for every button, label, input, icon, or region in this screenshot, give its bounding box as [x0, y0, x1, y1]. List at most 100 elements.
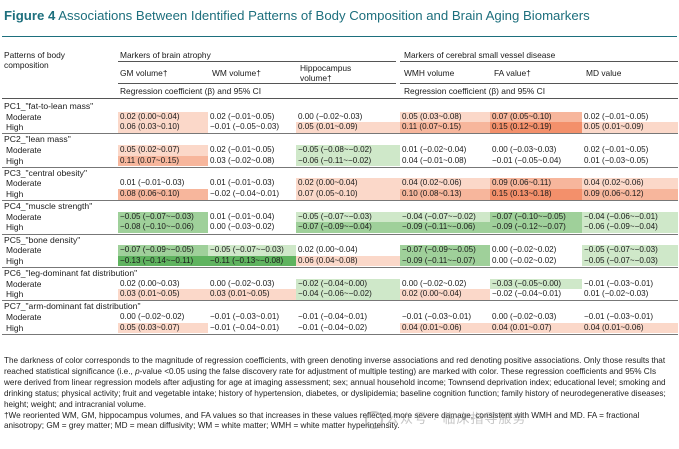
- table-cell: 0.02 (−0.01~0.05): [210, 111, 275, 121]
- table-cell: −0.13 (−0.14~−0.11): [118, 255, 208, 267]
- table-row: High 0.08 (0.06~0.10) −0.02 (−0.04~0.01) 0.…: [2, 189, 678, 200]
- table-cell: 0.03 (0.01~0.05): [208, 289, 296, 300]
- figure-caption: Associations Between Identified Patterns…: [58, 8, 590, 23]
- col-header-gm: GM volume†: [120, 68, 168, 78]
- table-cell: 0.02 (0.00~0.04): [118, 111, 208, 123]
- group-rule-svd: [400, 61, 678, 62]
- table-row: High 0.05 (0.03~0.07) −0.01 (−0.04~0.01) −0…: [2, 322, 678, 334]
- table-cell: −0.05 (−0.07~−0.03): [582, 255, 678, 267]
- table-cell: 0.02 (0.00~0.03): [120, 278, 180, 288]
- row-label: High: [6, 322, 24, 333]
- header-bottom-rule: [2, 98, 678, 99]
- section-title: PC7_"arm-dominant fat distribution": [4, 301, 141, 312]
- table-cell: 0.01 (−0.01~0.03): [210, 178, 275, 188]
- section-title: PC5_"bone density": [4, 234, 81, 245]
- table-cell: −0.04 (−0.07~−0.02): [400, 211, 490, 223]
- table-cell: −0.11 (−0.13~−0.08): [208, 255, 296, 267]
- row-label: Moderate: [6, 145, 42, 155]
- table-row: Moderate 0.05 (0.02~0.07) 0.02 (−0.01~0.05…: [2, 145, 678, 156]
- table-cell: −0.02 (−0.04~0.01): [492, 289, 562, 299]
- row-label: High: [6, 289, 24, 300]
- table-cell: −0.03 (−0.05~0.00): [490, 278, 582, 290]
- table-cell: 0.05 (0.01~0.09): [296, 122, 400, 133]
- table-cell: 0.11 (0.07~0.15): [118, 155, 208, 167]
- table-row: Moderate 0.02 (0.00~0.03) 0.00 (−0.02~0.03…: [2, 278, 678, 290]
- col-header-wmh: WMH volume: [404, 68, 455, 78]
- table-row: Moderate −0.07 (−0.09~−0.05) −0.05 (−0.07~…: [2, 245, 678, 256]
- table-cell: 0.00 (−0.02~0.02): [492, 255, 557, 265]
- table-cell: 0.03 (−0.02~0.08): [210, 155, 275, 165]
- table-cell: −0.01 (−0.03~0.01): [584, 278, 654, 288]
- title-rule: [2, 36, 677, 37]
- stub-header-line1: Patterns of body: [4, 50, 65, 60]
- figure-title: Figure 4 Associations Between Identified…: [4, 8, 590, 23]
- table-cell: −0.04 (−0.06~−0.01): [582, 211, 678, 223]
- table-cell: −0.07 (−0.09~−0.05): [400, 245, 490, 256]
- figure-label: Figure 4: [4, 8, 56, 23]
- table-cell: −0.05 (−0.08~−0.02): [296, 145, 400, 156]
- section-title: PC4_"muscle strength": [4, 201, 93, 212]
- col-rule-svd: [400, 83, 678, 84]
- table-cell: 0.02 (−0.01~0.05): [584, 145, 649, 154]
- table-cell: −0.01 (−0.05~0.03): [210, 122, 280, 132]
- section-title: PC3_"central obesity": [4, 167, 88, 178]
- group-rule-atrophy: [118, 61, 396, 62]
- table-cell: 0.10 (0.08~0.13): [400, 189, 490, 200]
- table-cell: −0.02 (−0.04~0.00): [296, 278, 400, 290]
- table-row: High −0.13 (−0.14~−0.11) −0.11 (−0.13~−0.0…: [2, 255, 678, 267]
- table-cell: −0.04 (−0.06~−0.02): [296, 289, 400, 300]
- reg-label-svd: Regression coefficient (β) and 95% CI: [404, 86, 546, 96]
- row-label: Moderate: [6, 312, 42, 322]
- section-title: PC6_"leg-dominant fat distribution": [4, 268, 138, 278]
- table-cell: −0.06 (−0.09~−0.04): [582, 222, 678, 233]
- row-label: Moderate: [6, 278, 42, 289]
- table-cell: −0.01 (−0.04~0.02): [298, 322, 368, 332]
- table-cell: 0.01 (−0.02~0.04): [402, 145, 467, 154]
- table-cell: 0.15 (0.12~0.19): [490, 122, 582, 133]
- group-header-svd: Markers of cerebral small vessel disease: [404, 50, 556, 60]
- table-cell: −0.07 (−0.10~−0.05): [490, 211, 582, 223]
- row-label: High: [6, 222, 24, 233]
- table-cell: −0.05 (−0.07~−0.03): [582, 245, 678, 256]
- section-title: PC1_"fat-to-lean mass": [4, 101, 94, 111]
- section-rule: [2, 300, 678, 302]
- table-cell: 0.04 (0.01~0.06): [400, 322, 490, 334]
- table-cell: 0.06 (0.04~0.08): [296, 255, 400, 267]
- table-cell: 0.04 (0.02~0.06): [582, 178, 678, 189]
- table-cell: 0.03 (0.01~0.05): [118, 289, 208, 300]
- table-cell: 0.02 (0.00~0.04): [296, 178, 400, 189]
- table-cell: 0.02 (0.00~0.04): [298, 245, 358, 255]
- table-cell: −0.08 (−0.10~−0.06): [118, 222, 208, 233]
- table-cell: 0.00 (−0.02~0.02): [120, 312, 185, 321]
- table-cell: 0.04 (0.02~0.06): [400, 178, 490, 189]
- table-cell: 0.00 (−0.02~0.03): [210, 278, 275, 288]
- table-cell: −0.05 (−0.07~−0.03): [208, 245, 296, 256]
- table-cell: 0.02 (−0.01~0.05): [584, 111, 649, 121]
- table-cell: 0.11 (0.07~0.15): [400, 122, 490, 133]
- table-cell: −0.01 (−0.03~0.01): [402, 312, 472, 321]
- table-row: High 0.06 (0.03~0.10) −0.01 (−0.05~0.03) 0.…: [2, 122, 678, 133]
- table-cell: −0.05 (−0.07~−0.03): [118, 211, 208, 223]
- table-cell: 0.05 (0.03~0.07): [118, 322, 208, 334]
- table-cell: 0.01 (−0.02~0.03): [584, 289, 649, 299]
- row-label: High: [6, 255, 24, 266]
- table-row: Moderate 0.01 (−0.01~0.03) 0.01 (−0.01~0.0…: [2, 178, 678, 189]
- table-cell: 0.00 (−0.02~0.02): [492, 245, 557, 255]
- table-cell: 0.01 (−0.01~0.03): [120, 178, 185, 188]
- footnote-part3: †We reoriented WM, GM, hippocampus volum…: [4, 410, 640, 431]
- table-cell: 0.04 (0.01~0.07): [490, 322, 582, 334]
- table-cell: −0.01 (−0.04~0.01): [298, 312, 368, 321]
- table-row: High 0.11 (0.07~0.15) 0.03 (−0.02~0.08) −0.…: [2, 155, 678, 167]
- table-cell: 0.05 (0.02~0.07): [118, 145, 208, 156]
- row-label: Moderate: [6, 111, 42, 122]
- row-label: High: [6, 122, 24, 133]
- table-cell: 0.02 (0.00~0.04): [400, 289, 490, 300]
- table-cell: −0.01 (−0.03~0.01): [210, 312, 280, 321]
- section-rule: [2, 233, 678, 235]
- table-cell: 0.07 (0.05~0.10): [296, 189, 400, 200]
- table-cell: 0.15 (0.13~0.18): [490, 189, 582, 200]
- footnote-part1: The darkness of color corresponds to the…: [4, 356, 666, 376]
- table-row: Moderate 0.02 (0.00~0.04) 0.02 (−0.01~0.05…: [2, 111, 678, 123]
- table-cell: 0.00 (−0.02~0.03): [492, 312, 557, 321]
- table-cell: 0.09 (0.06~0.12): [582, 189, 678, 200]
